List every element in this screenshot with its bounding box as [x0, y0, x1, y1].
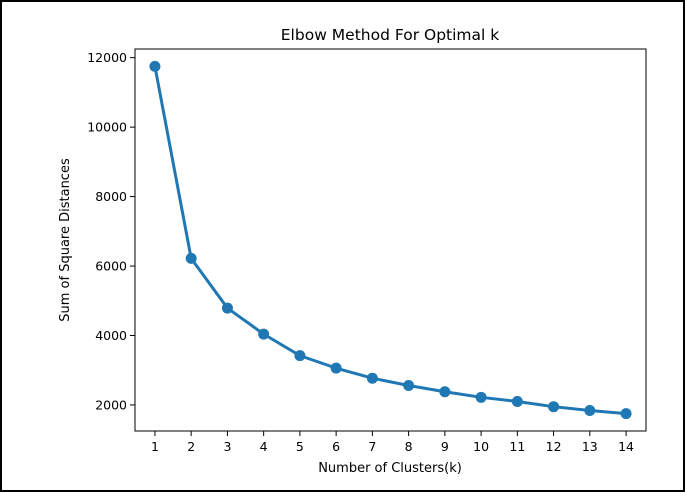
data-point — [511, 395, 523, 407]
data-point — [258, 328, 270, 340]
y-tick-label: 2000 — [95, 397, 127, 412]
data-point — [620, 408, 632, 420]
x-axis-label: Number of Clusters(k) — [318, 461, 462, 476]
x-tick-label: 13 — [582, 439, 598, 454]
x-tick-label: 3 — [223, 439, 231, 454]
y-tick-label: 12000 — [87, 50, 127, 65]
x-tick-label: 10 — [473, 439, 489, 454]
y-tick-label: 10000 — [87, 120, 127, 135]
x-axis: 1 2 3 4 5 6 7 8 9 10 11 12 13 14 — [151, 431, 634, 454]
y-axis: 2000 4000 6000 8000 10000 12000 — [87, 50, 135, 412]
plot-area — [134, 48, 647, 432]
y-tick-label: 6000 — [95, 259, 127, 274]
x-tick-label: 6 — [332, 439, 340, 454]
series-line — [153, 64, 628, 416]
x-tick-label: 5 — [296, 439, 304, 454]
data-point — [294, 350, 306, 362]
x-tick-label: 9 — [441, 439, 449, 454]
y-axis-label: Sum of Square Distances — [58, 158, 73, 322]
x-tick-label: 7 — [368, 439, 376, 454]
data-point — [439, 386, 451, 398]
data-point — [221, 302, 233, 314]
y-tick-label: 4000 — [95, 328, 127, 343]
data-point — [475, 391, 487, 403]
data-point — [548, 401, 560, 413]
series-layer — [149, 60, 632, 420]
data-point — [149, 60, 161, 72]
y-tick-label: 8000 — [95, 189, 127, 204]
data-point — [584, 405, 596, 417]
x-tick-label: 11 — [509, 439, 525, 454]
x-tick-label: 14 — [618, 439, 634, 454]
data-point — [366, 372, 378, 384]
data-point — [330, 362, 342, 374]
data-point — [403, 380, 415, 392]
chart-title: Elbow Method For Optimal k — [281, 26, 499, 44]
x-tick-label: 8 — [405, 439, 413, 454]
x-tick-label: 1 — [151, 439, 159, 454]
x-tick-label: 2 — [187, 439, 195, 454]
data-point — [185, 252, 197, 264]
x-tick-label: 12 — [546, 439, 562, 454]
x-tick-label: 4 — [260, 439, 268, 454]
